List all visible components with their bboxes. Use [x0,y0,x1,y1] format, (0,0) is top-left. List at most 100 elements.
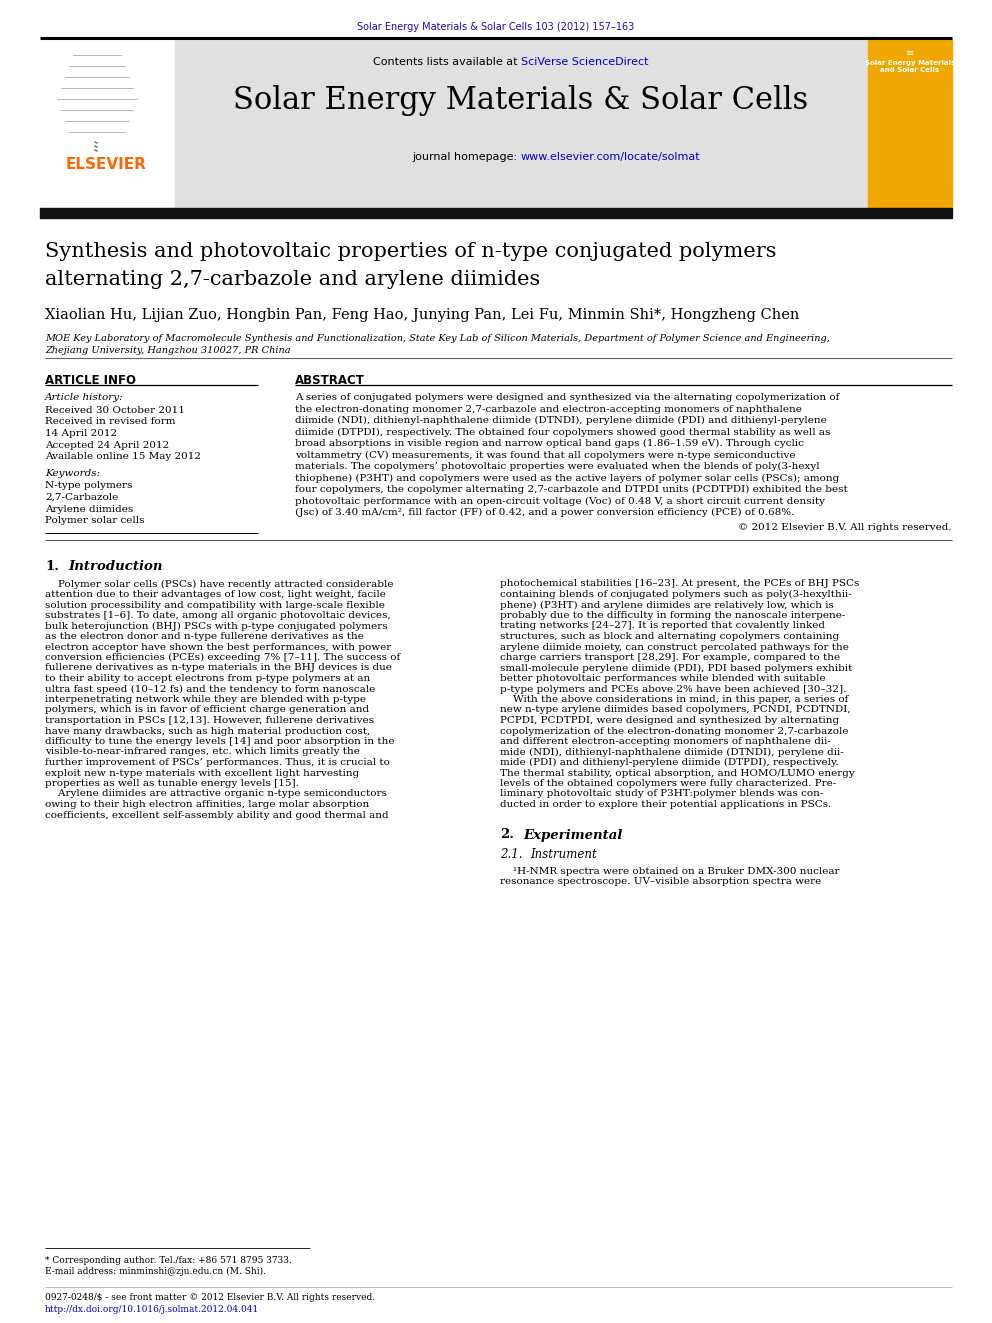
Text: journal homepage:: journal homepage: [413,152,521,161]
Text: ¹H-NMR spectra were obtained on a Bruker DMX-300 nuclear: ¹H-NMR spectra were obtained on a Bruker… [500,867,839,876]
Text: alternating 2,7-carbazole and arylene diimides: alternating 2,7-carbazole and arylene di… [45,270,541,288]
Text: probably due to the difficulty in forming the nanoscale interpene-: probably due to the difficulty in formin… [500,611,845,620]
Text: Polymer solar cells (PSCs) have recently attracted considerable: Polymer solar cells (PSCs) have recently… [45,579,394,589]
Text: Instrument: Instrument [530,848,597,861]
Text: exploit new n-type materials with excellent light harvesting: exploit new n-type materials with excell… [45,769,359,778]
Bar [868,40,952,208]
Text: E-mail address: minminshi@zju.edu.cn (M. Shi).: E-mail address: minminshi@zju.edu.cn (M.… [45,1267,266,1277]
Text: resonance spectroscope. UV–visible absorption spectra were: resonance spectroscope. UV–visible absor… [500,877,821,886]
Text: have many drawbacks, such as high material production cost,: have many drawbacks, such as high materi… [45,726,370,736]
Text: arylene diimide moiety, can construct percolated pathways for the: arylene diimide moiety, can construct pe… [500,643,849,651]
Text: http://dx.doi.org/10.1016/j.solmat.2012.04.041: http://dx.doi.org/10.1016/j.solmat.2012.… [45,1304,259,1314]
Text: Available online 15 May 2012: Available online 15 May 2012 [45,452,201,460]
Text: 2,7-Carbazole: 2,7-Carbazole [45,493,118,501]
Text: mide (NDI), dithienyl-naphthalene diimide (DTNDI), perylene dii-: mide (NDI), dithienyl-naphthalene diimid… [500,747,844,757]
Text: further improvement of PSCs’ performances. Thus, it is crucial to: further improvement of PSCs’ performance… [45,758,390,767]
Text: photochemical stabilities [16–23]. At present, the PCEs of BHJ PSCs: photochemical stabilities [16–23]. At pr… [500,579,859,589]
Text: solution processibility and compatibility with large-scale flexible: solution processibility and compatibilit… [45,601,385,610]
Text: and different electron-accepting monomers of naphthalene dii-: and different electron-accepting monomer… [500,737,831,746]
Text: materials. The copolymers’ photovoltaic properties were evaluated when the blend: materials. The copolymers’ photovoltaic … [295,462,819,471]
Text: containing blends of conjugated polymers such as poly(3-hexylthii-: containing blends of conjugated polymers… [500,590,852,599]
Text: A series of conjugated polymers were designed and synthesized via the alternatin: A series of conjugated polymers were des… [295,393,839,402]
Text: fullerene derivatives as n-type materials in the BHJ devices is due: fullerene derivatives as n-type material… [45,664,392,672]
Text: Arylene diimides are attractive organic n-type semiconductors: Arylene diimides are attractive organic … [45,790,387,799]
Text: ducted in order to explore their potential applications in PSCs.: ducted in order to explore their potenti… [500,800,831,808]
Text: Solar Energy Materials & Solar Cells 103 (2012) 157–163: Solar Energy Materials & Solar Cells 103… [357,22,635,32]
Text: diimide (DTPDI), respectively. The obtained four copolymers showed good thermal : diimide (DTPDI), respectively. The obtai… [295,427,830,437]
Text: trating networks [24–27]. It is reported that covalently linked: trating networks [24–27]. It is reported… [500,622,825,631]
Text: (Jsc) of 3.40 mA/cm², fill factor (FF) of 0.42, and a power conversion efficienc: (Jsc) of 3.40 mA/cm², fill factor (FF) o… [295,508,795,517]
Text: Accepted 24 April 2012: Accepted 24 April 2012 [45,441,170,450]
Text: properties as well as tunable energy levels [15].: properties as well as tunable energy lev… [45,779,299,789]
Text: electron acceptor have shown the best performances, with power: electron acceptor have shown the best pe… [45,643,391,651]
Text: Keywords:: Keywords: [45,470,100,479]
Text: 14 April 2012: 14 April 2012 [45,429,117,438]
Text: voltammetry (CV) measurements, it was found that all copolymers were n-type semi: voltammetry (CV) measurements, it was fo… [295,451,796,459]
Text: broad absorptions in visible region and narrow optical band gaps (1.86–1.59 eV).: broad absorptions in visible region and … [295,439,804,448]
Text: 2.: 2. [500,828,514,841]
Text: PCPDI, PCDTPDI, were designed and synthesized by alternating: PCPDI, PCDTPDI, were designed and synthe… [500,716,839,725]
Text: Synthesis and photovoltaic properties of n-type conjugated polymers: Synthesis and photovoltaic properties of… [45,242,777,261]
Text: owing to their high electron affinities, large molar absorption: owing to their high electron affinities,… [45,800,369,808]
Bar [175,40,867,208]
Text: copolymerization of the electron-donating monomer 2,7-carbazole: copolymerization of the electron-donatin… [500,726,848,736]
Text: N-type polymers: N-type polymers [45,482,132,491]
Text: four copolymers, the copolymer alternating 2,7-carbazole and DTPDI units (PCDTPD: four copolymers, the copolymer alternati… [295,486,848,493]
Text: Arylene diimides: Arylene diimides [45,504,133,513]
Text: polymers, which is in favor of efficient charge generation and: polymers, which is in favor of efficient… [45,705,369,714]
Text: mide (PDI) and dithienyl-perylene diimide (DTPDI), respectively.: mide (PDI) and dithienyl-perylene diimid… [500,758,839,767]
Text: ARTICLE INFO: ARTICLE INFO [45,374,136,388]
Text: Experimental: Experimental [523,828,622,841]
Text: transportation in PSCs [12,13]. However, fullerene derivatives: transportation in PSCs [12,13]. However,… [45,716,374,725]
Text: photovoltaic performance with an open-circuit voltage (Voc) of 0.48 V, a short c: photovoltaic performance with an open-ci… [295,496,825,505]
Text: www.elsevier.com/locate/solmat: www.elsevier.com/locate/solmat [521,152,700,161]
Text: 0927-0248/$ - see front matter © 2012 Elsevier B.V. All rights reserved.: 0927-0248/$ - see front matter © 2012 El… [45,1293,375,1302]
Text: ELSEVIER: ELSEVIER [65,157,147,172]
Text: MOE Key Laboratory of Macromolecule Synthesis and Functionalization, State Key L: MOE Key Laboratory of Macromolecule Synt… [45,333,830,343]
Text: to their ability to accept electrons from p-type polymers at an: to their ability to accept electrons fro… [45,673,370,683]
Text: Polymer solar cells: Polymer solar cells [45,516,145,525]
Bar [40,40,173,185]
Text: Solar Energy Materials & Solar Cells: Solar Energy Materials & Solar Cells [233,85,808,116]
Text: levels of the obtained copolymers were fully characterized. Pre-: levels of the obtained copolymers were f… [500,779,836,789]
Text: substrates [1–6]. To date, among all organic photovoltaic devices,: substrates [1–6]. To date, among all org… [45,611,391,620]
Text: ≡: ≡ [906,48,914,58]
Text: as the electron donor and n-type fullerene derivatives as the: as the electron donor and n-type fullere… [45,632,364,642]
Text: liminary photovoltaic study of P3HT:polymer blends was con-: liminary photovoltaic study of P3HT:poly… [500,790,823,799]
Text: SciVerse ScienceDirect: SciVerse ScienceDirect [521,57,649,67]
Text: visible-to-near-infrared ranges, etc. which limits greatly the: visible-to-near-infrared ranges, etc. wh… [45,747,360,757]
Text: bulk heterojunction (BHJ) PSCs with p-type conjugated polymers: bulk heterojunction (BHJ) PSCs with p-ty… [45,622,388,631]
Text: diimide (NDI), dithienyl-naphthalene diimide (DTNDI), perylene diimide (PDI) and: diimide (NDI), dithienyl-naphthalene dii… [295,415,826,425]
Text: better photovoltaic performances while blended with suitable: better photovoltaic performances while b… [500,673,825,683]
Text: Xiaolian Hu, Lijian Zuo, Hongbin Pan, Feng Hao, Junying Pan, Lei Fu, Minmin Shi*: Xiaolian Hu, Lijian Zuo, Hongbin Pan, Fe… [45,308,800,321]
Text: © 2012 Elsevier B.V. All rights reserved.: © 2012 Elsevier B.V. All rights reserved… [738,524,952,532]
Text: attention due to their advantages of low cost, light weight, facile: attention due to their advantages of low… [45,590,386,599]
Text: p-type polymers and PCEs above 2% have been achieved [30–32].: p-type polymers and PCEs above 2% have b… [500,684,846,693]
Text: structures, such as block and alternating copolymers containing: structures, such as block and alternatin… [500,632,839,642]
Text: Article history:: Article history: [45,393,124,402]
Text: charge carriers transport [28,29]. For example, compared to the: charge carriers transport [28,29]. For e… [500,654,840,662]
Text: The thermal stability, optical absorption, and HOMO/LUMO energy: The thermal stability, optical absorptio… [500,769,855,778]
Text: Solar Energy Materials
and Solar Cells: Solar Energy Materials and Solar Cells [865,60,955,73]
Text: difficulty to tune the energy levels [14] and poor absorption in the: difficulty to tune the energy levels [14… [45,737,395,746]
Text: With the above considerations in mind, in this paper, a series of: With the above considerations in mind, i… [500,695,848,704]
Text: the electron-donating monomer 2,7-carbazole and electron-accepting monomers of n: the electron-donating monomer 2,7-carbaz… [295,405,802,414]
Text: ABSTRACT: ABSTRACT [295,374,365,388]
Text: coefficients, excellent self-assembly ability and good thermal and: coefficients, excellent self-assembly ab… [45,811,389,819]
Text: ultra fast speed (10–12 fs) and the tendency to form nanoscale: ultra fast speed (10–12 fs) and the tend… [45,684,375,693]
Text: interpenetrating network while they are blended with p-type: interpenetrating network while they are … [45,695,366,704]
Text: Introduction: Introduction [68,560,163,573]
Text: Zhejiang University, Hangzhou 310027, PR China: Zhejiang University, Hangzhou 310027, PR… [45,347,291,355]
Text: thiophene) (P3HT) and copolymers were used as the active layers of polymer solar: thiophene) (P3HT) and copolymers were us… [295,474,839,483]
Text: small-molecule perylene diimide (PDI), PDI based polymers exhibit: small-molecule perylene diimide (PDI), P… [500,664,852,672]
Text: * Corresponding author. Tel./fax: +86 571 8795 3733.: * Corresponding author. Tel./fax: +86 57… [45,1256,292,1265]
Text: phene) (P3HT) and arylene diimides are relatively low, which is: phene) (P3HT) and arylene diimides are r… [500,601,834,610]
Text: Contents lists available at: Contents lists available at [373,57,521,67]
Bar [40,208,952,218]
Text: 1.: 1. [45,560,59,573]
Text: Received 30 October 2011: Received 30 October 2011 [45,406,185,415]
Text: new n-type arylene diimides based copolymers, PCNDI, PCDTNDI,: new n-type arylene diimides based copoly… [500,705,850,714]
Text: 2.1.: 2.1. [500,848,523,861]
Text: Received in revised form: Received in revised form [45,418,176,426]
Text: conversion efficiencies (PCEs) exceeding 7% [7–11]. The success of: conversion efficiencies (PCEs) exceeding… [45,654,400,662]
